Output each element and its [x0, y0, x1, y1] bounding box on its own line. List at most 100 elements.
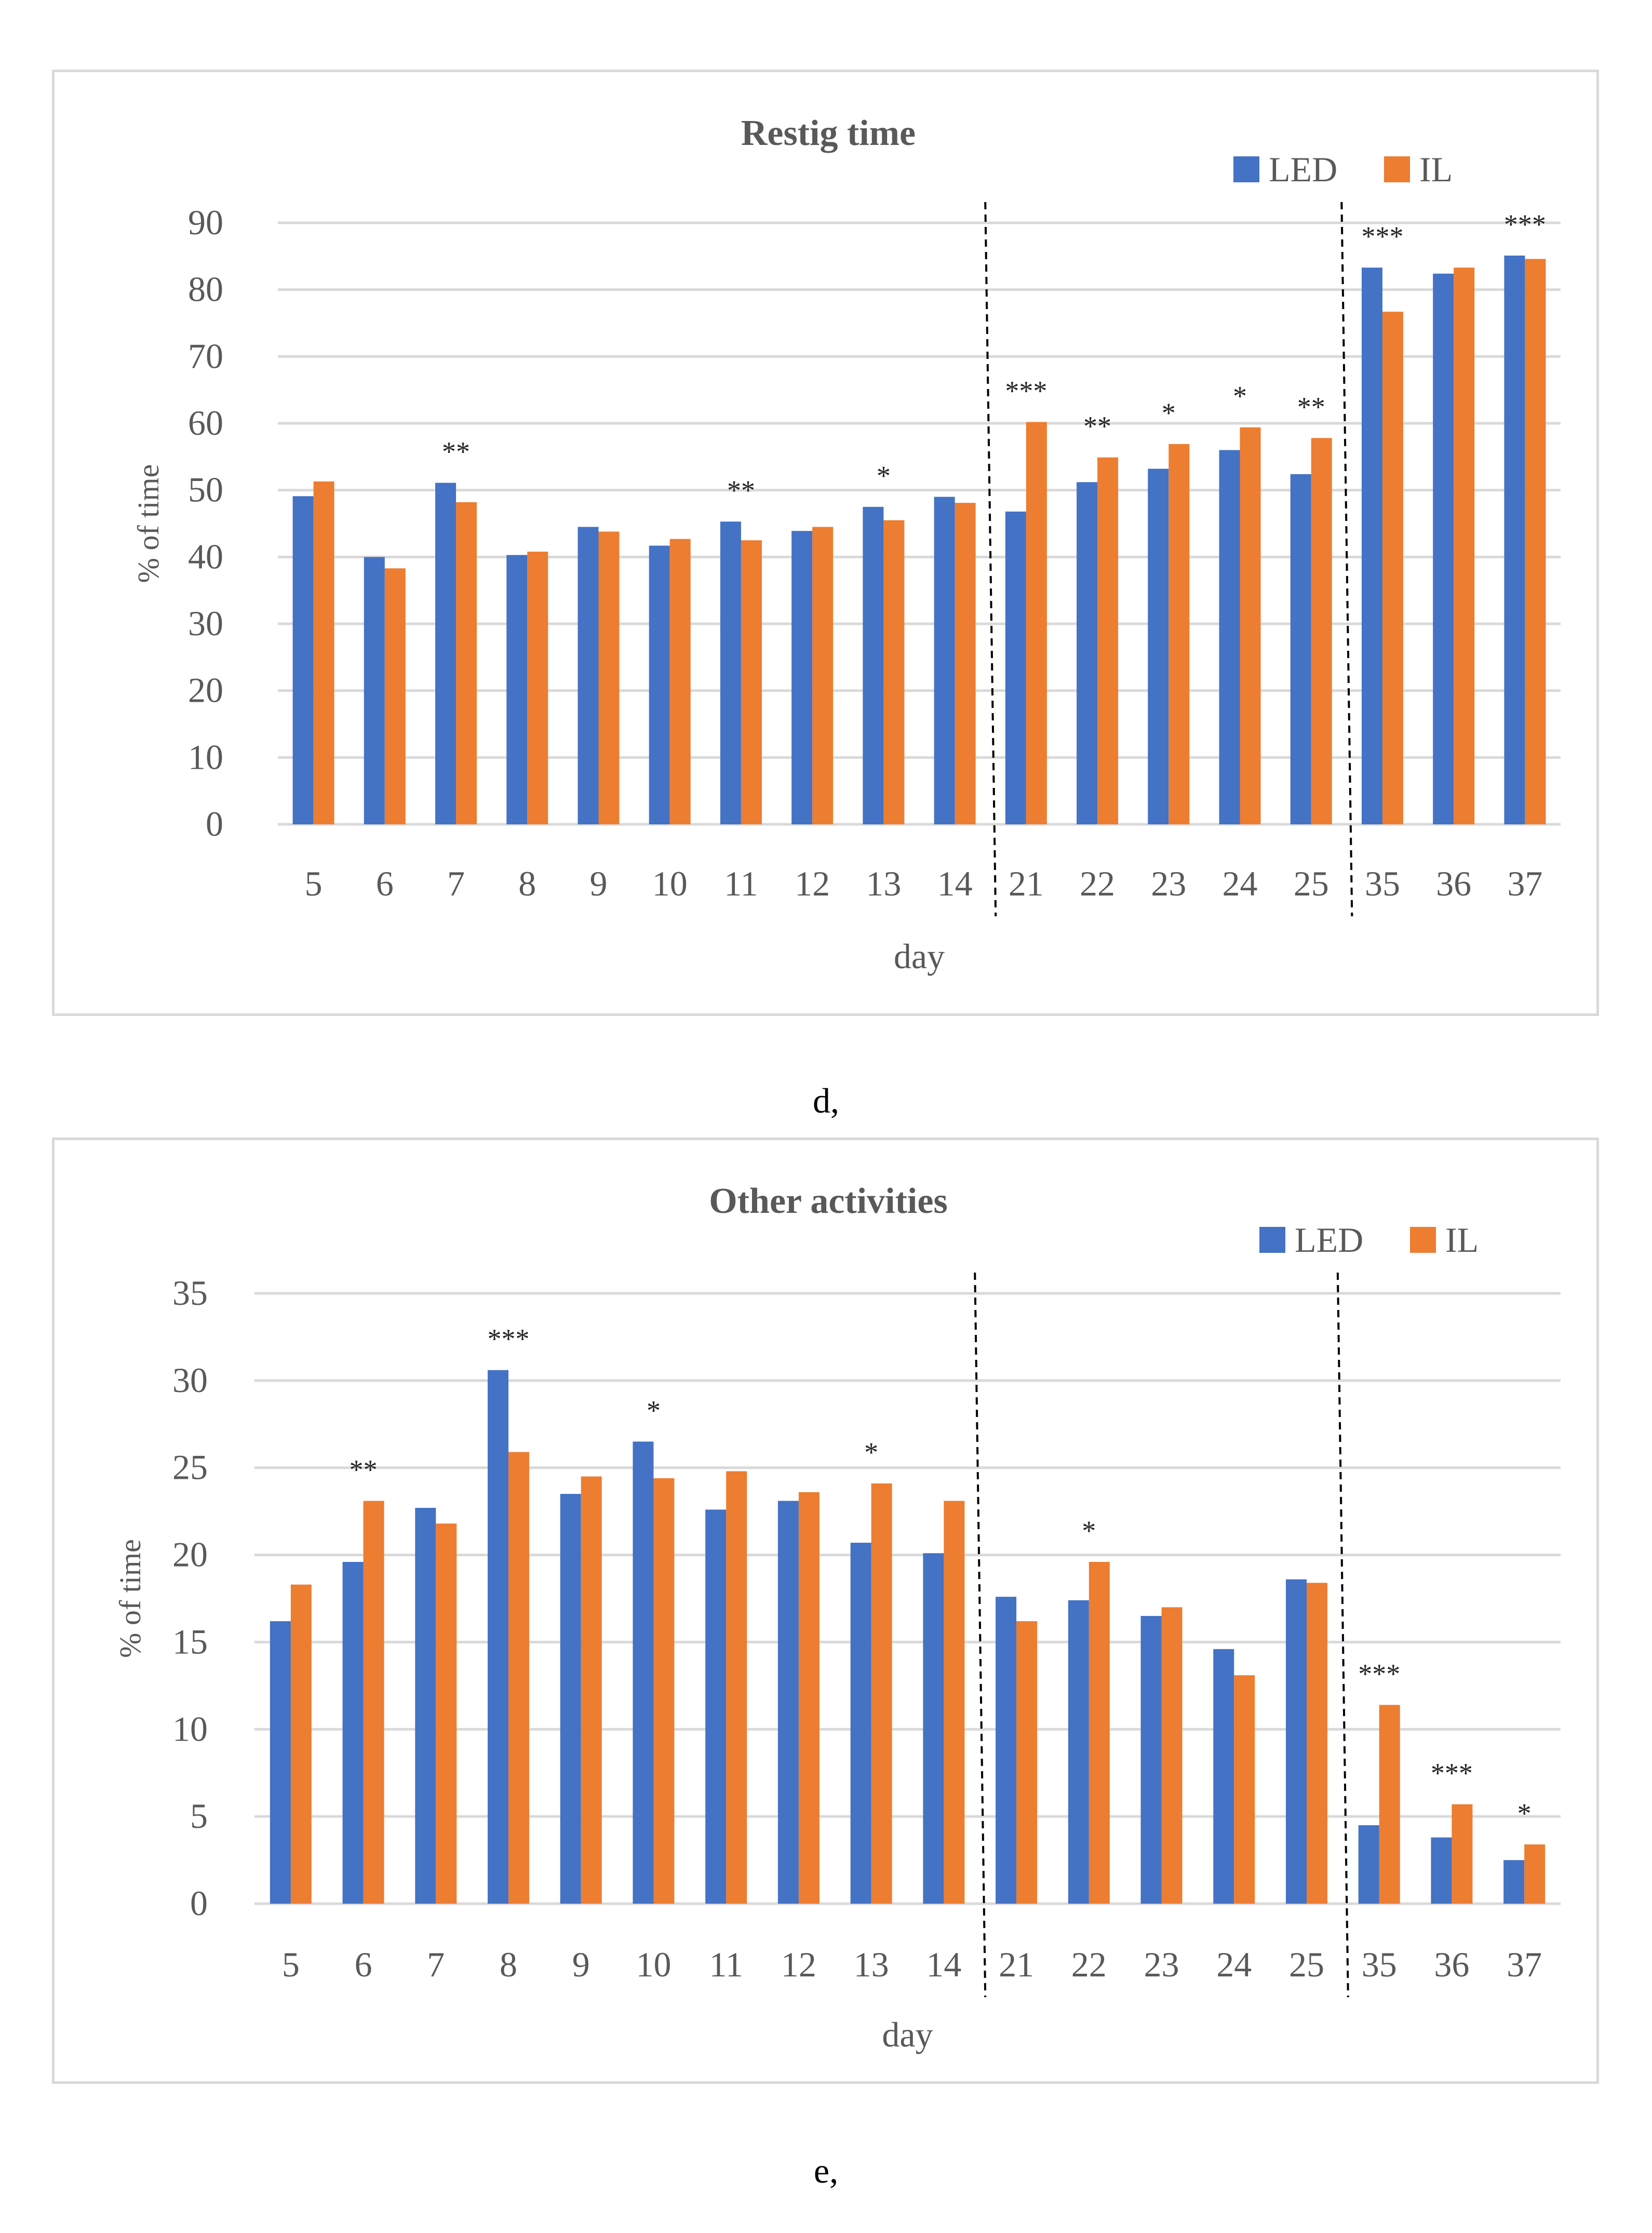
- bar-il-day-23: [1169, 444, 1190, 824]
- bar-led-day-37: [1504, 256, 1525, 825]
- y-tick-label: 30: [188, 604, 223, 643]
- bar-led-day-25: [1285, 1579, 1307, 1904]
- x-tick-label: 6: [376, 864, 394, 903]
- bar-led-day-24: [1219, 450, 1240, 824]
- bar-il-day-5: [290, 1584, 312, 1904]
- bar-il-day-11: [726, 1471, 747, 1904]
- bar-il-day-22: [1089, 1562, 1110, 1904]
- chart-other-activities-svg: Other activities05101520253035**********…: [113, 1181, 1561, 2054]
- x-tick-label: 22: [1071, 1945, 1107, 1984]
- x-tick-label: 25: [1289, 1945, 1324, 1984]
- x-tick-label: 13: [866, 864, 901, 903]
- x-tick-label: 7: [427, 1945, 445, 1984]
- significance-marker-day-35: ***: [1358, 1658, 1400, 1689]
- y-axis-title: % of time: [113, 1539, 147, 1658]
- x-tick-label: 11: [724, 864, 758, 903]
- significance-marker-day-8: ***: [488, 1323, 530, 1355]
- bar-il-day-8: [508, 1452, 530, 1904]
- significance-marker-day-23: *: [1162, 397, 1176, 429]
- y-tick-label: 0: [190, 1883, 208, 1923]
- bar-il-day-24: [1240, 427, 1261, 824]
- bar-led-day-8: [488, 1370, 509, 1904]
- significance-marker-day-21: ***: [1005, 375, 1047, 406]
- x-tick-label: 8: [500, 1945, 517, 1984]
- bar-led-day-23: [1148, 469, 1169, 824]
- x-tick-label: 23: [1144, 1945, 1179, 1984]
- period-divider-2: [1340, 202, 1353, 917]
- caption-d: d,: [813, 1081, 839, 1120]
- bar-led-day-24: [1213, 1649, 1234, 1904]
- x-tick-label: 21: [999, 1945, 1034, 1984]
- y-tick-label: 20: [172, 1535, 208, 1574]
- legend-swatch-led: [1233, 156, 1259, 182]
- bar-il-day-37: [1524, 1844, 1546, 1904]
- y-tick-label: 20: [188, 671, 223, 710]
- x-tick-label: 12: [795, 864, 830, 903]
- y-tick-label: 25: [172, 1448, 208, 1487]
- x-tick-label: 5: [282, 1945, 300, 1984]
- legend-label-il: IL: [1445, 1220, 1479, 1260]
- x-tick-label: 9: [572, 1945, 590, 1984]
- bar-led-day-6: [342, 1562, 364, 1904]
- x-tick-label: 23: [1151, 864, 1186, 903]
- legend-label-led: LED: [1295, 1220, 1363, 1260]
- bar-il-day-14: [944, 1501, 965, 1904]
- bar-il-day-9: [598, 531, 620, 824]
- chart-title: Other activities: [709, 1181, 947, 1221]
- x-tick-label: 35: [1362, 1945, 1397, 1984]
- bar-il-day-5: [313, 481, 334, 824]
- bar-il-day-25: [1306, 1583, 1327, 1904]
- bar-il-day-36: [1454, 268, 1475, 824]
- bar-il-day-21: [1016, 1621, 1038, 1904]
- y-tick-label: 60: [188, 403, 223, 443]
- y-tick-label: 80: [188, 270, 223, 309]
- bar-led-day-35: [1358, 1825, 1379, 1904]
- significance-marker-day-37: *: [1517, 1798, 1532, 1829]
- significance-marker-day-7: **: [442, 436, 470, 467]
- bar-il-day-25: [1311, 438, 1332, 824]
- bar-il-day-24: [1234, 1675, 1255, 1904]
- significance-marker-day-10: *: [647, 1395, 661, 1426]
- legend-swatch-il: [1384, 156, 1410, 182]
- bar-led-day-13: [850, 1543, 871, 1904]
- significance-marker-day-11: **: [727, 475, 755, 506]
- y-tick-label: 10: [172, 1709, 208, 1748]
- x-tick-label: 24: [1223, 864, 1258, 903]
- y-tick-label: 50: [188, 470, 223, 510]
- x-axis-title: day: [894, 937, 945, 976]
- significance-marker-day-37: ***: [1504, 209, 1546, 240]
- x-tick-label: 37: [1507, 864, 1542, 903]
- x-tick-label: 25: [1294, 864, 1329, 903]
- x-tick-label: 24: [1216, 1945, 1252, 1984]
- bar-il-day-21: [1026, 422, 1047, 824]
- bar-led-day-12: [791, 531, 813, 824]
- bar-il-day-6: [384, 568, 406, 824]
- significance-marker-day-22: *: [1082, 1515, 1096, 1546]
- x-tick-label: 7: [447, 864, 465, 903]
- bar-led-day-11: [720, 522, 741, 824]
- bar-il-day-11: [741, 540, 762, 824]
- chart-title: Restig time: [741, 113, 916, 153]
- x-tick-label: 10: [636, 1945, 671, 1984]
- legend-swatch-il: [1410, 1227, 1436, 1253]
- caption-e: e,: [813, 2151, 839, 2190]
- bar-led-day-25: [1290, 474, 1311, 824]
- period-divider-1: [984, 202, 997, 917]
- x-tick-label: 14: [926, 1945, 961, 1984]
- chart-panel-resting-time: Restig time 0 10 20 30 40 50 60 70 80 90 ** ** * *** **…: [52, 70, 1599, 1016]
- bar-il-day-23: [1161, 1607, 1183, 1904]
- bar-led-day-5: [292, 496, 314, 824]
- x-tick-label: 12: [781, 1945, 816, 1984]
- chart-panel-other-activities: Other activities 0 5 10 15 20 25 30 35 ** *** * * * **…: [52, 1138, 1599, 2084]
- period-divider-2: [1336, 1272, 1349, 1998]
- bar-il-day-13: [883, 520, 905, 824]
- bar-il-day-14: [955, 503, 976, 824]
- bar-il-day-10: [653, 1478, 675, 1904]
- x-tick-label: 35: [1365, 864, 1400, 903]
- x-tick-label: 8: [518, 864, 536, 903]
- significance-marker-day-36: ***: [1431, 1758, 1473, 1789]
- legend-label-il: IL: [1419, 150, 1453, 189]
- x-tick-label: 11: [709, 1945, 743, 1984]
- x-tick-label: 10: [652, 864, 688, 903]
- bar-il-day-35: [1379, 1705, 1400, 1904]
